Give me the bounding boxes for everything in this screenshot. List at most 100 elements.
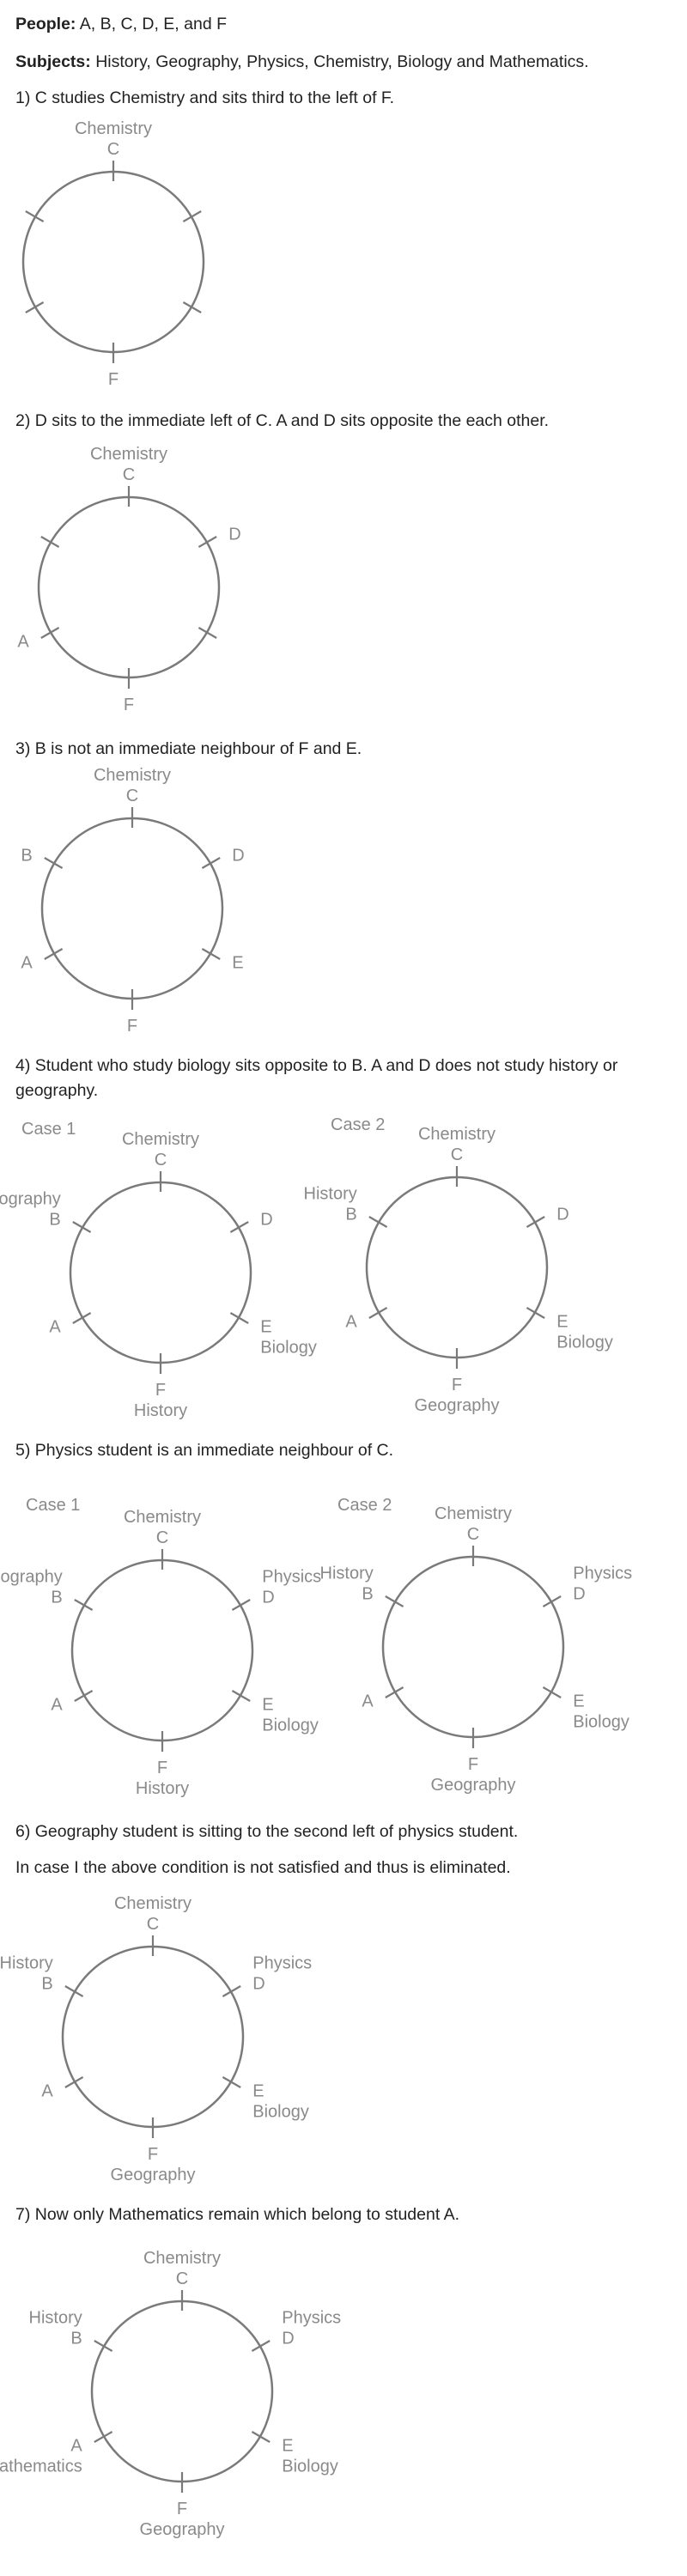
seat-top-label-0: Chemistry (94, 766, 171, 785)
seat-topLeft-tick (44, 857, 64, 869)
seat-top-label-0: Chemistry (114, 1894, 192, 1913)
step-3-text: 3) B is not an immediate neighbour of F … (15, 739, 362, 758)
seat-bottomRight-tick (222, 2076, 241, 2088)
seat-bottomLeft-label-1: Mathematics (0, 2458, 82, 2476)
seat-bottomLeft-label-0: A (21, 954, 33, 973)
seat-topLeft-label-0: Geography (0, 1568, 63, 1587)
seat-bottomLeft-tick (64, 2076, 84, 2088)
step-4-text: 4) Student who study biology sits opposi… (15, 1056, 618, 1100)
seat-topLeft-label-1: B (362, 1585, 373, 1604)
seat-top-label-0: Chemistry (124, 1508, 201, 1527)
seat-topLeft-label-0: B (21, 847, 32, 866)
seat-topRight-label-1: D (573, 1585, 585, 1604)
people-value: A, B, C, D, E, and F (76, 15, 228, 33)
seat-top-label-0: Chemistry (435, 1504, 512, 1523)
seat-topRight-tick (542, 1595, 562, 1607)
seat-bottomRight-tick (182, 301, 202, 313)
seat-bottom-label-0: F (177, 2500, 187, 2518)
seat-bottomRight-label-0: E (260, 1318, 271, 1337)
seat-top-label-1: C (451, 1145, 463, 1164)
seat-top-label-0: Chemistry (75, 119, 152, 138)
seat-topRight-label-0: Physics (252, 1954, 312, 1973)
seat-top-label-1: C (147, 1915, 159, 1934)
seat-bottomRight-tick (229, 1312, 249, 1324)
seating-circle (90, 2300, 274, 2483)
seat-topRight-tick (222, 1985, 241, 1997)
seat-topRight-label-0: D (556, 1206, 568, 1224)
seat-bottomLeft-tick (94, 2431, 113, 2443)
seat-bottomRight-tick (251, 2431, 271, 2443)
seat-bottomLeft-tick (368, 1307, 388, 1319)
seat-topRight-label-0: Physics (573, 1564, 632, 1583)
seat-topRight-tick (229, 1221, 249, 1233)
subjects-value: History, Geography, Physics, Chemistry, … (90, 52, 589, 71)
seat-bottomLeft-tick (40, 627, 60, 639)
seat-bottomRight-tick (526, 1307, 545, 1319)
seat-bottom-label-1: Geography (415, 1396, 500, 1415)
seat-bottomRight-label-0: E (282, 2437, 293, 2456)
seat-topRight-label-1: D (252, 1975, 264, 1994)
seat-topLeft-tick (64, 1985, 84, 1997)
seat-top-label-1: C (156, 1528, 168, 1547)
seat-bottomLeft-label-0: A (49, 1318, 61, 1337)
seat-bottomRight-label-0: E (262, 1696, 273, 1715)
step-2-text: 2) D sits to the immediate left of C. A … (15, 411, 550, 430)
seat-topRight-tick (231, 1599, 251, 1611)
seat-bottomRight-label-1: Biology (262, 1716, 319, 1735)
seat-topLeft-label-1: B (345, 1206, 356, 1224)
seat-bottomLeft-label-0: A (41, 2082, 53, 2101)
seat-bottomLeft-label-0: A (51, 1696, 63, 1715)
case-label: Case 1 (26, 1496, 80, 1515)
seat-topLeft-label-1: B (49, 1211, 60, 1230)
seat-bottomLeft-tick (72, 1312, 92, 1324)
seat-topRight-label-0: Physics (262, 1568, 321, 1587)
seat-bottomLeft-label-0: A (70, 2437, 82, 2456)
seat-top-label-1: C (155, 1151, 167, 1170)
seat-top-label-0: Chemistry (90, 445, 167, 464)
seat-topLeft-label-1: B (51, 1589, 62, 1607)
seat-top-label-1: C (107, 140, 119, 159)
seat-topLeft-tick (385, 1595, 404, 1607)
seat-topLeft-tick (368, 1216, 388, 1228)
seat-topRight-tick (198, 536, 217, 548)
step-6-note-text: In case I the above condition is not sat… (15, 1858, 511, 1877)
seat-topRight-tick (526, 1216, 545, 1228)
seat-bottom-label-0: F (124, 696, 134, 714)
seat-bottom-label-1: Geography (431, 1776, 516, 1795)
seat-bottom-label-1: History (134, 1401, 187, 1420)
seat-top-label-1: C (176, 2269, 188, 2288)
seat-topLeft-label-0: History (29, 2309, 82, 2328)
seat-topLeft-tick (94, 2340, 113, 2352)
seat-bottomRight-label-1: Biology (573, 1713, 629, 1732)
seat-top-label-1: C (123, 465, 135, 484)
seat-topLeft-tick (25, 210, 45, 222)
seat-topRight-label-0: Physics (282, 2309, 341, 2328)
seat-topRight-label-1: D (282, 2330, 294, 2348)
seat-bottom-label-0: F (108, 370, 119, 389)
seat-bottomRight-label-0: E (573, 1692, 584, 1711)
people-label: People: (15, 15, 76, 33)
seat-top-label-1: C (126, 787, 138, 805)
seat-topRight-tick (201, 857, 221, 869)
subjects-line: Subjects: History, Geography, Physics, C… (15, 50, 677, 75)
seat-bottomLeft-label-0: A (362, 1692, 374, 1711)
seat-topLeft-label-1: B (70, 2330, 82, 2348)
step-1-text: 1) C studies Chemistry and sits third to… (15, 88, 395, 107)
seat-topRight-label-0: D (232, 847, 244, 866)
seat-bottomLeft-tick (74, 1690, 94, 1702)
seat-bottomRight-tick (542, 1686, 562, 1698)
seat-bottomLeft-tick (44, 948, 64, 960)
seat-topRight-tick (182, 210, 202, 222)
seat-top-label-1: C (467, 1525, 479, 1544)
seat-topRight-tick (251, 2340, 271, 2352)
seat-topLeft-tick (74, 1599, 94, 1611)
seat-topRight-label-0: D (260, 1211, 272, 1230)
seat-bottomRight-label-0: E (252, 2082, 264, 2101)
seat-bottomRight-label-1: Biology (556, 1334, 613, 1352)
seat-bottomRight-label-0: E (232, 954, 243, 973)
seat-bottom-label-1: Geography (111, 2166, 196, 2184)
